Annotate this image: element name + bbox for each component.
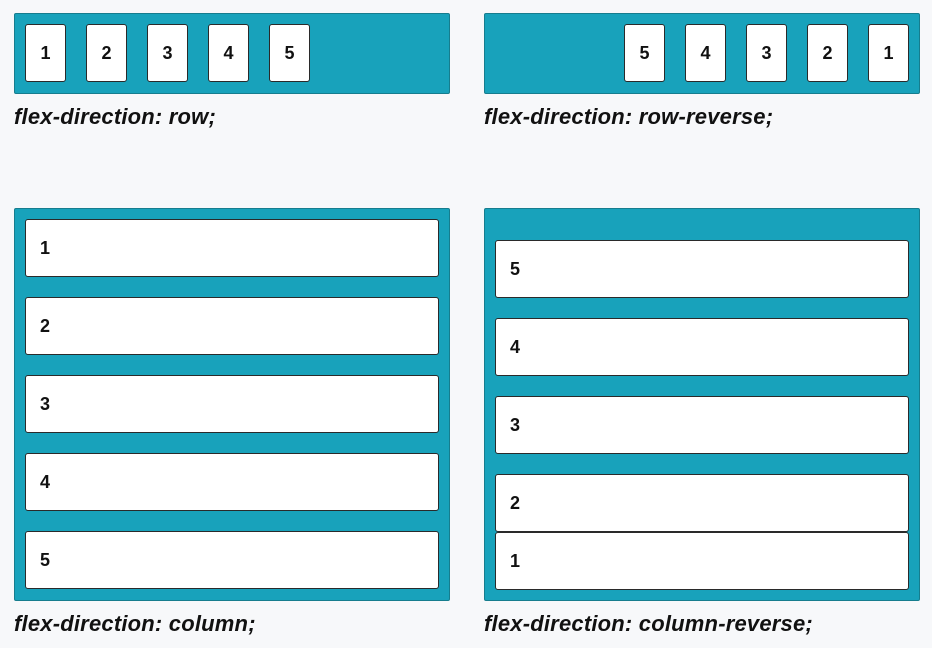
demo-column: 1 2 3 4 5 flex-direction: column; bbox=[14, 208, 450, 637]
flex-item: 2 bbox=[807, 24, 848, 82]
flex-item: 1 bbox=[495, 532, 909, 590]
demo-row: 1 2 3 4 5 flex-direction: row; bbox=[14, 13, 450, 130]
flex-item: 5 bbox=[624, 24, 665, 82]
flex-container-column-reverse: 1 2 3 4 5 bbox=[484, 208, 920, 601]
flex-item: 4 bbox=[25, 453, 439, 511]
flex-item: 2 bbox=[86, 24, 127, 82]
flex-item: 5 bbox=[269, 24, 310, 82]
flex-item: 1 bbox=[25, 219, 439, 277]
flex-item: 5 bbox=[25, 531, 439, 589]
flex-item: 3 bbox=[495, 396, 909, 454]
demo-caption: flex-direction: row; bbox=[14, 104, 217, 129]
flex-container-row-reverse: 1 2 3 4 5 bbox=[484, 13, 920, 94]
flex-item: 4 bbox=[685, 24, 726, 82]
flex-item: 3 bbox=[25, 375, 439, 433]
flex-item: 3 bbox=[147, 24, 188, 82]
demo-column-reverse: 1 2 3 4 5 flex-direction: column-reverse… bbox=[484, 208, 920, 637]
demo-caption: flex-direction: row-reverse; bbox=[484, 104, 774, 129]
flex-container-row: 1 2 3 4 5 bbox=[14, 13, 450, 94]
demo-caption: flex-direction: column-reverse; bbox=[484, 611, 813, 636]
demo-row-reverse: 1 2 3 4 5 flex-direction: row-reverse; bbox=[484, 13, 920, 130]
flex-item: 2 bbox=[495, 474, 909, 532]
flex-item: 1 bbox=[25, 24, 66, 82]
flex-item: 5 bbox=[495, 240, 909, 298]
flex-item: 2 bbox=[25, 297, 439, 355]
demo-caption: flex-direction: column; bbox=[14, 611, 256, 636]
flex-item: 4 bbox=[495, 318, 909, 376]
flex-item: 3 bbox=[746, 24, 787, 82]
flex-item: 4 bbox=[208, 24, 249, 82]
flex-container-column: 1 2 3 4 5 bbox=[14, 208, 450, 601]
flex-item: 1 bbox=[868, 24, 909, 82]
